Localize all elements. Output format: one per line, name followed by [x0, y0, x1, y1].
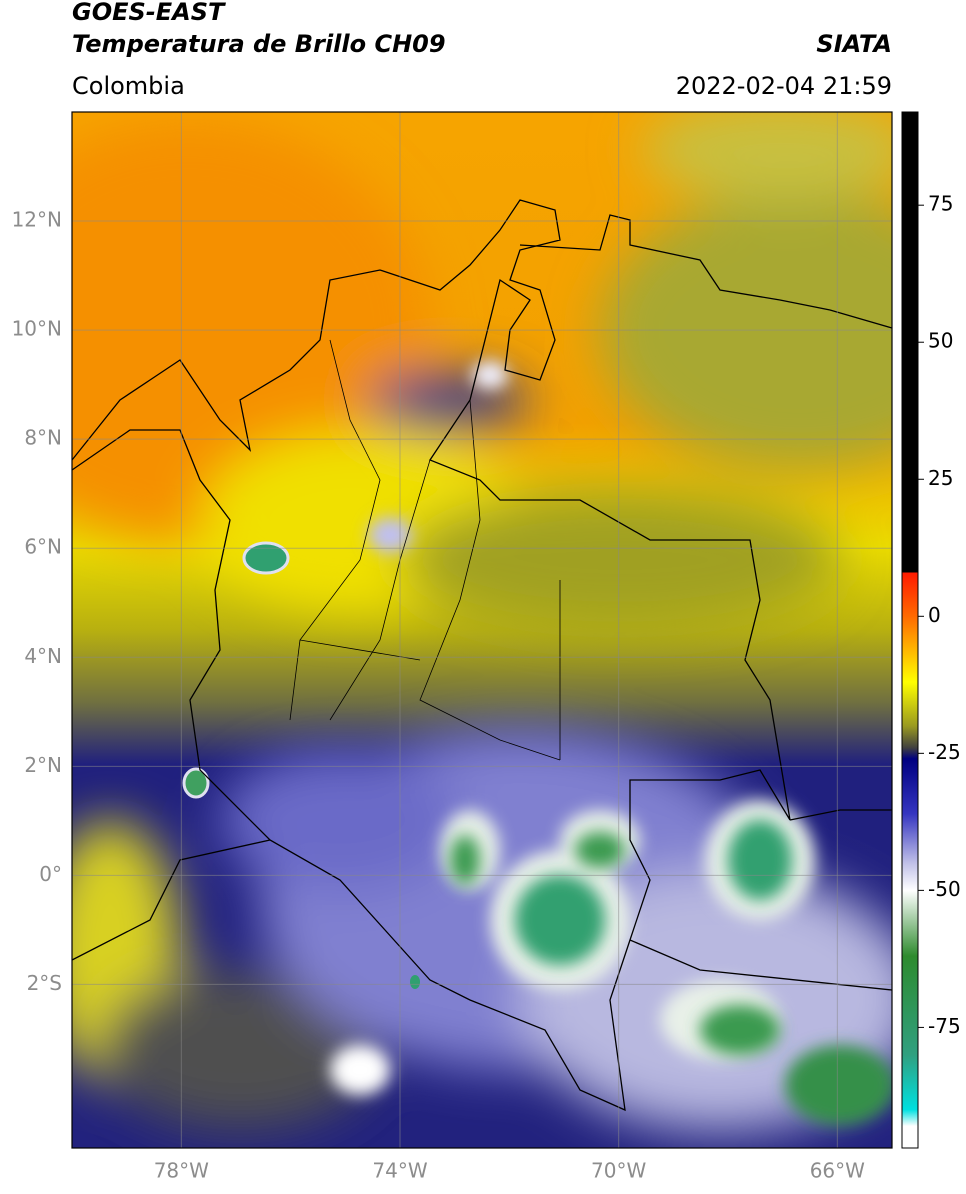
- datetime: 2022-02-04 21:59: [676, 72, 892, 100]
- title: GOES-EAST: [72, 0, 226, 26]
- colorbar-tick-label: -25: [928, 740, 961, 764]
- colorbar-tick-label: 0: [928, 603, 941, 627]
- source: SIATA: [816, 30, 892, 58]
- lon-tick-label: 74°W: [372, 1159, 427, 1183]
- colorbar-tick-label: 75: [928, 192, 953, 216]
- lat-tick-label: 2°S: [27, 971, 62, 995]
- colorbar-tick-label: -75: [928, 1014, 961, 1038]
- lat-tick-label: 2°N: [24, 753, 62, 777]
- lat-tick-label: 12°N: [12, 208, 62, 232]
- subtitle: Temperatura de Brillo CH09: [72, 30, 446, 58]
- lon-tick-label: 78°W: [154, 1159, 209, 1183]
- colorbar: [901, 111, 919, 1149]
- colorbar-tick-label: 25: [928, 466, 953, 490]
- lat-tick-label: 8°N: [24, 426, 62, 450]
- region: Colombia: [72, 72, 185, 100]
- colorbar-tick-label: -50: [928, 877, 961, 901]
- lat-tick-label: 10°N: [12, 317, 62, 341]
- colorbar-tick-label: 50: [928, 329, 953, 353]
- map-frame: [71, 111, 893, 1149]
- satellite-image: [72, 112, 892, 1148]
- lat-tick-label: 6°N: [24, 535, 62, 559]
- graticule: [72, 112, 892, 1148]
- lat-tick-label: 4°N: [24, 644, 62, 668]
- lat-tick-label: 0°: [39, 862, 62, 886]
- lon-tick-label: 70°W: [591, 1159, 646, 1183]
- lon-tick-label: 66°W: [810, 1159, 865, 1183]
